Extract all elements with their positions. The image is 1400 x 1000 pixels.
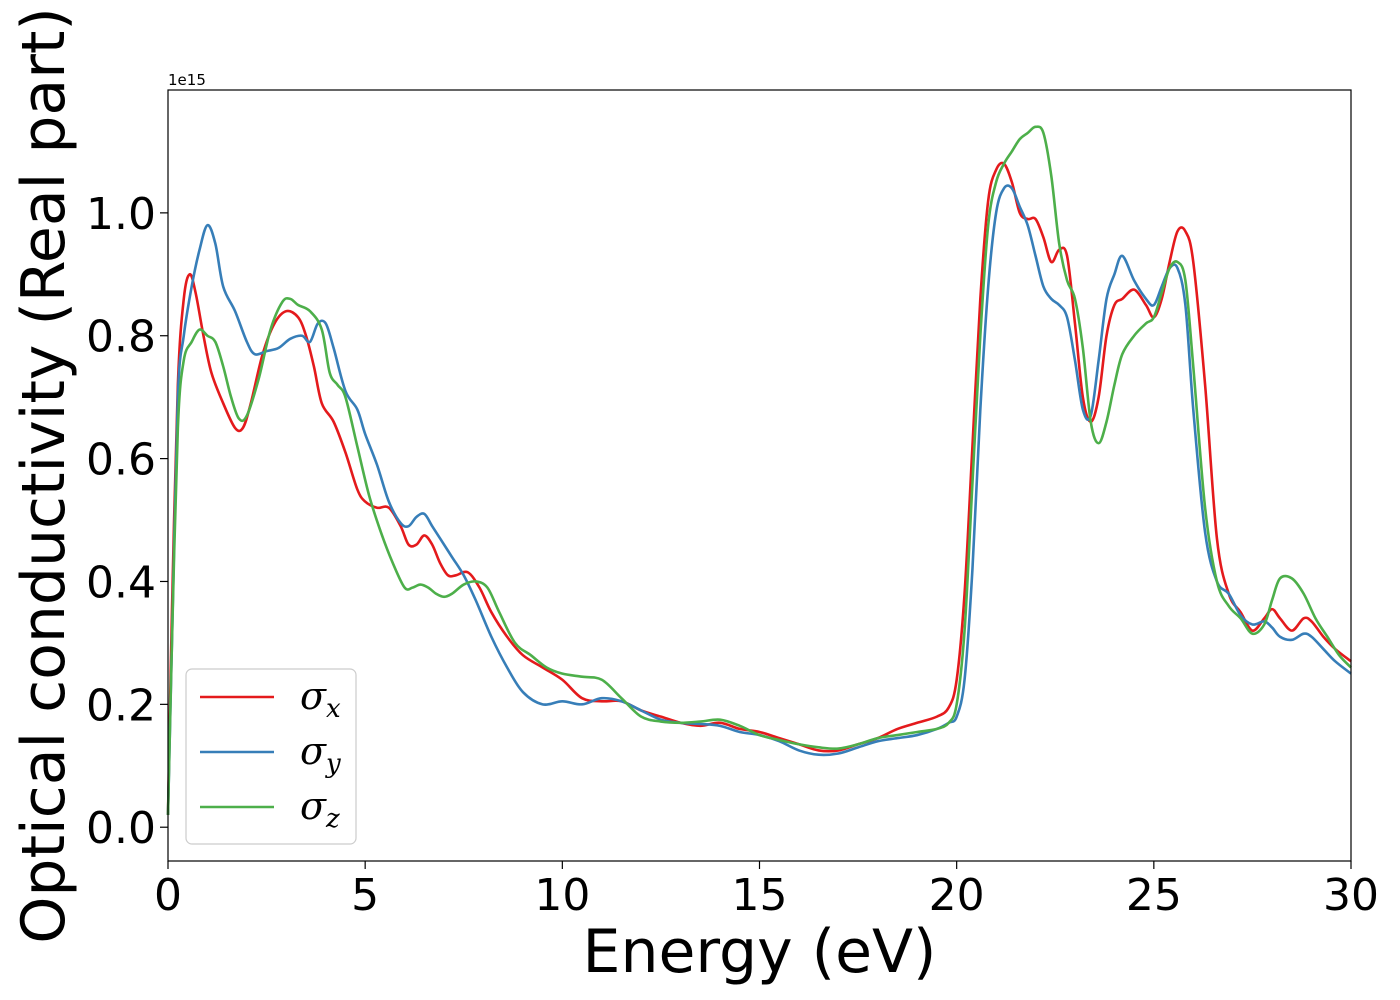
x-tick-label: 20	[929, 870, 985, 921]
y-tick-label: 0.4	[86, 557, 156, 608]
y-tick-label: 0.6	[86, 435, 156, 486]
x-axis: 0 5 10 15 20 25 30	[154, 861, 1379, 921]
y-tick-label: 0.8	[86, 312, 156, 363]
x-tick-label: 30	[1323, 870, 1379, 921]
legend-label-y: σy	[300, 729, 341, 779]
x-tick-label: 0	[154, 870, 182, 921]
x-tick-label: 15	[732, 870, 788, 921]
y-offset-label: 1e15	[168, 71, 206, 89]
series-layer	[166, 125, 1352, 815]
x-tick-label: 25	[1126, 870, 1182, 921]
y-tick-label: 0.2	[86, 680, 156, 731]
legend-box	[185, 668, 357, 845]
legend-label-x: σx	[300, 674, 341, 724]
x-tick-label: 5	[351, 870, 379, 921]
y-tick-label: 1.0	[86, 189, 156, 240]
y-axis: 0.0 0.2 0.4 0.6 0.8 1.0	[86, 189, 168, 854]
y-tick-label: 0.0	[86, 803, 156, 854]
x-tick-label: 10	[534, 870, 590, 921]
x-axis-title: Energy (eV)	[583, 917, 937, 987]
series-line-z	[166, 125, 1352, 815]
legend-label-z: σz	[300, 784, 340, 834]
y-axis-title: Optical conductivity (Real part)	[9, 7, 79, 944]
series-line-x	[166, 161, 1352, 815]
